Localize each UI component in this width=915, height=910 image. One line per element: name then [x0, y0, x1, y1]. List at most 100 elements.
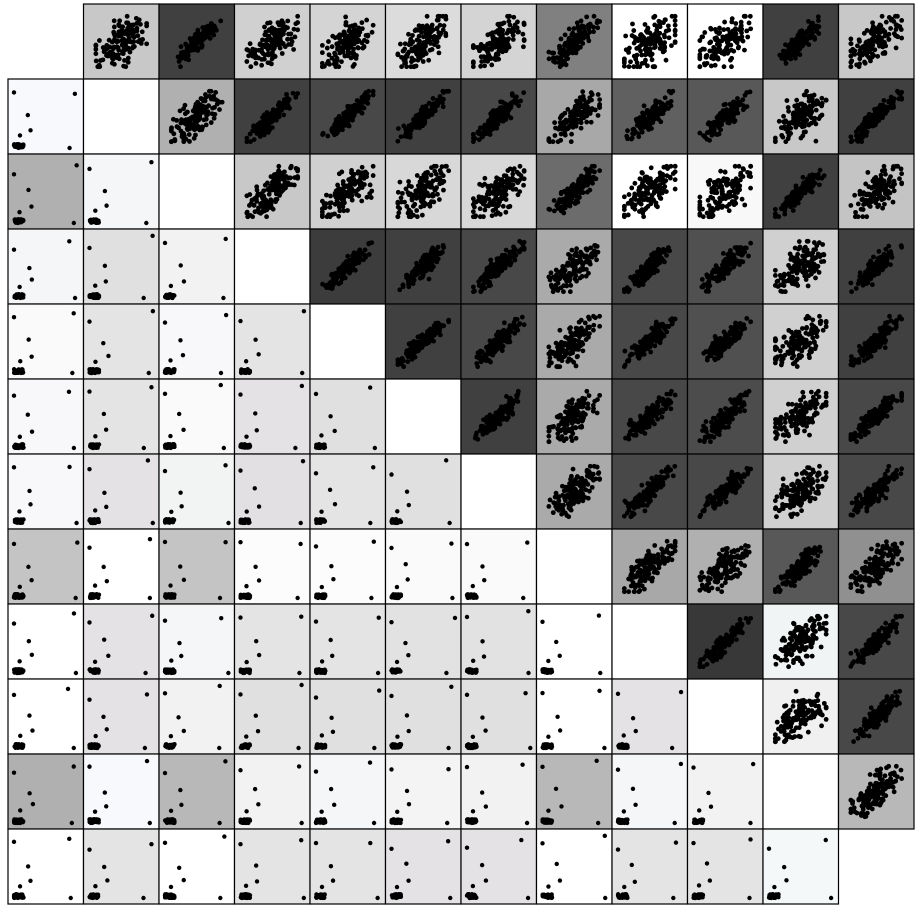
dot	[260, 51, 266, 57]
dot	[813, 138, 819, 144]
dot	[715, 37, 720, 43]
dot	[410, 271, 416, 276]
dot	[639, 182, 645, 188]
dot	[655, 111, 661, 116]
dot	[397, 206, 403, 211]
dot	[470, 60, 476, 66]
dot	[276, 22, 282, 28]
dot	[741, 167, 746, 172]
cell	[762, 153, 840, 230]
dot	[790, 112, 796, 117]
dot	[431, 199, 437, 205]
dot	[748, 26, 754, 32]
dot	[112, 33, 118, 39]
dot	[629, 197, 635, 203]
dot	[862, 123, 868, 129]
dot	[592, 163, 597, 169]
dot	[184, 50, 190, 56]
dot	[651, 64, 657, 70]
dot	[291, 47, 297, 52]
dot	[130, 31, 136, 37]
dot	[890, 166, 896, 172]
dot	[346, 28, 352, 34]
dot	[708, 25, 714, 31]
dot	[245, 47, 251, 53]
dot	[185, 109, 190, 115]
dot	[328, 279, 334, 285]
dot	[497, 114, 503, 120]
dot	[288, 163, 294, 169]
dot	[493, 57, 499, 63]
dot	[269, 30, 275, 35]
dot	[395, 199, 401, 205]
dot	[521, 182, 526, 188]
dot	[435, 17, 441, 23]
dot	[518, 98, 523, 104]
dot	[395, 214, 401, 220]
dot	[273, 34, 279, 40]
dot	[651, 104, 657, 110]
dot	[274, 42, 279, 48]
dot	[492, 266, 498, 272]
cell	[158, 153, 236, 230]
dot	[93, 208, 98, 213]
dot	[499, 105, 505, 111]
dot	[177, 108, 183, 114]
dot	[122, 31, 127, 36]
dot	[885, 32, 890, 38]
dot	[787, 54, 792, 60]
dot	[806, 18, 811, 24]
dot	[138, 21, 143, 27]
dot	[634, 52, 640, 58]
dot	[886, 195, 892, 201]
dot	[672, 186, 678, 192]
dot	[653, 200, 659, 206]
dot	[327, 285, 333, 291]
dot	[352, 181, 358, 187]
dot	[714, 47, 720, 53]
dot	[735, 96, 740, 101]
dot	[511, 25, 517, 31]
dot	[319, 50, 325, 56]
dot	[511, 248, 517, 254]
dot	[645, 25, 651, 31]
dot	[641, 214, 647, 220]
dot	[435, 44, 441, 50]
dot	[855, 201, 861, 207]
dot	[87, 245, 92, 251]
dot	[87, 166, 92, 172]
dot	[742, 47, 747, 53]
dot	[117, 18, 123, 24]
dot	[730, 35, 736, 40]
cell	[82, 78, 160, 155]
dot	[285, 18, 291, 24]
dot	[348, 176, 354, 182]
dot	[500, 31, 505, 37]
dot	[395, 189, 401, 195]
dot	[631, 40, 637, 46]
dot	[748, 174, 754, 180]
dot	[320, 130, 326, 136]
dot	[397, 287, 403, 293]
dot	[580, 89, 586, 95]
dot	[402, 46, 408, 52]
dot	[340, 263, 346, 269]
dot	[119, 49, 125, 54]
dot	[621, 56, 627, 62]
dot	[247, 131, 253, 137]
dot	[415, 265, 421, 271]
dot	[341, 185, 346, 191]
dot	[364, 17, 370, 23]
dot	[492, 116, 498, 122]
dot	[662, 45, 668, 50]
dot	[192, 34, 197, 40]
dot	[503, 247, 509, 253]
dot	[353, 28, 359, 34]
dot	[428, 34, 434, 40]
dot	[29, 204, 34, 209]
dot	[499, 179, 504, 185]
dot	[500, 203, 506, 209]
dot	[406, 31, 411, 37]
dot	[563, 117, 569, 123]
dot	[176, 59, 182, 64]
